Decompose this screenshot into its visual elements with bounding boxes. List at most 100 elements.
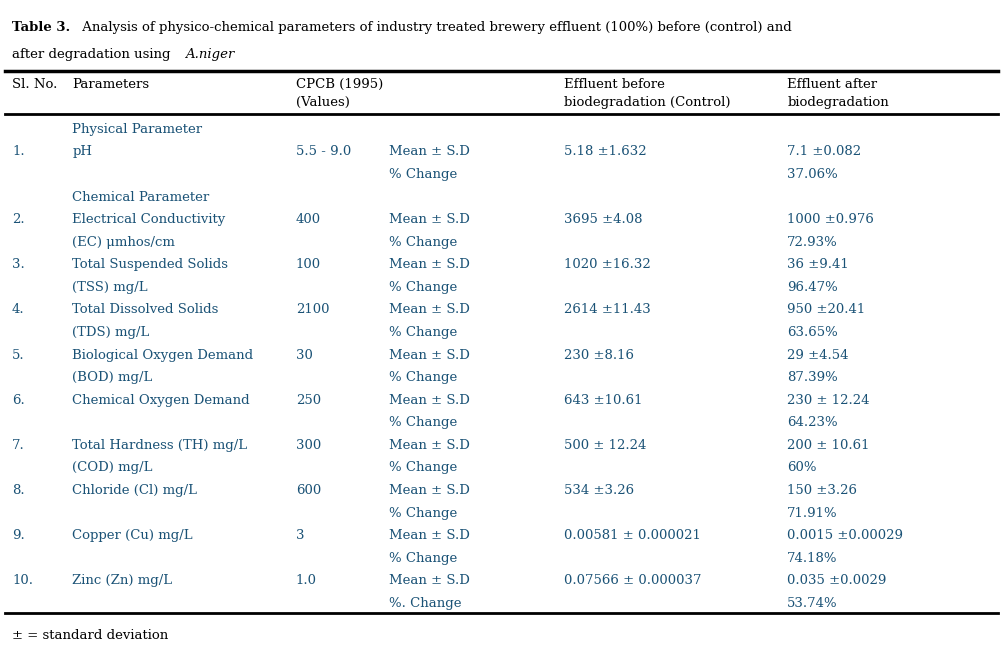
- Text: Total Dissolved Solids: Total Dissolved Solids: [72, 303, 218, 317]
- Text: Effluent before: Effluent before: [563, 78, 664, 92]
- Text: 1.: 1.: [12, 145, 25, 159]
- Text: 8.: 8.: [12, 484, 25, 497]
- Text: 53.74%: 53.74%: [787, 597, 837, 610]
- Text: 96.47%: 96.47%: [787, 281, 838, 294]
- Text: (BOD) mg/L: (BOD) mg/L: [72, 371, 152, 384]
- Text: 500 ± 12.24: 500 ± 12.24: [563, 439, 645, 452]
- Text: (TSS) mg/L: (TSS) mg/L: [72, 281, 147, 294]
- Text: 230 ± 12.24: 230 ± 12.24: [787, 394, 869, 407]
- Text: 9.: 9.: [12, 529, 25, 542]
- Text: %. Change: %. Change: [389, 597, 461, 610]
- Text: Mean ± S.D: Mean ± S.D: [389, 145, 470, 159]
- Text: 1020 ±16.32: 1020 ±16.32: [563, 258, 649, 272]
- Text: 2100: 2100: [296, 303, 329, 317]
- Text: CPCB (1995): CPCB (1995): [296, 78, 383, 92]
- Text: Biological Oxygen Demand: Biological Oxygen Demand: [72, 349, 254, 362]
- Text: 29 ±4.54: 29 ±4.54: [787, 349, 848, 362]
- Text: 0.00581 ± 0.000021: 0.00581 ± 0.000021: [563, 529, 699, 542]
- Text: Chemical Parameter: Chemical Parameter: [72, 191, 209, 204]
- Text: Physical Parameter: Physical Parameter: [72, 123, 202, 136]
- Text: % Change: % Change: [389, 236, 457, 249]
- Text: 600: 600: [296, 484, 321, 497]
- Text: ± = standard deviation: ± = standard deviation: [12, 629, 168, 643]
- Text: 950 ±20.41: 950 ±20.41: [787, 303, 865, 317]
- Text: biodegradation (Control): biodegradation (Control): [563, 96, 729, 110]
- Text: Mean ± S.D: Mean ± S.D: [389, 303, 470, 317]
- Text: 72.93%: 72.93%: [787, 236, 838, 249]
- Text: 4.: 4.: [12, 303, 25, 317]
- Text: 7.: 7.: [12, 439, 25, 452]
- Text: 63.65%: 63.65%: [787, 326, 838, 339]
- Text: 300: 300: [296, 439, 321, 452]
- Text: Copper (Cu) mg/L: Copper (Cu) mg/L: [72, 529, 192, 542]
- Text: Total Hardness (TH) mg/L: Total Hardness (TH) mg/L: [72, 439, 247, 452]
- Text: Mean ± S.D: Mean ± S.D: [389, 574, 470, 588]
- Text: Mean ± S.D: Mean ± S.D: [389, 529, 470, 542]
- Text: % Change: % Change: [389, 168, 457, 181]
- Text: 5.18 ±1.632: 5.18 ±1.632: [563, 145, 645, 159]
- Text: A.niger: A.niger: [184, 48, 233, 61]
- Text: (EC) μmhos/cm: (EC) μmhos/cm: [72, 236, 175, 249]
- Text: 5.: 5.: [12, 349, 25, 362]
- Text: 7.1 ±0.082: 7.1 ±0.082: [787, 145, 861, 159]
- Text: 250: 250: [296, 394, 321, 407]
- Text: Zinc (Zn) mg/L: Zinc (Zn) mg/L: [72, 574, 172, 588]
- Text: after degradation using: after degradation using: [12, 48, 174, 61]
- Text: Parameters: Parameters: [72, 78, 149, 92]
- Text: Mean ± S.D: Mean ± S.D: [389, 484, 470, 497]
- Text: % Change: % Change: [389, 326, 457, 339]
- Text: 30: 30: [296, 349, 313, 362]
- Text: 74.18%: 74.18%: [787, 552, 837, 565]
- Text: Mean ± S.D: Mean ± S.D: [389, 349, 470, 362]
- Text: Chloride (Cl) mg/L: Chloride (Cl) mg/L: [72, 484, 197, 497]
- Text: 400: 400: [296, 213, 321, 226]
- Text: 2614 ±11.43: 2614 ±11.43: [563, 303, 649, 317]
- Text: 0.0015 ±0.00029: 0.0015 ±0.00029: [787, 529, 903, 542]
- Text: % Change: % Change: [389, 371, 457, 384]
- Text: 36 ±9.41: 36 ±9.41: [787, 258, 849, 272]
- Text: 200 ± 10.61: 200 ± 10.61: [787, 439, 869, 452]
- Text: 3.: 3.: [12, 258, 25, 272]
- Text: 0.07566 ± 0.000037: 0.07566 ± 0.000037: [563, 574, 700, 588]
- Text: 10.: 10.: [12, 574, 33, 588]
- Text: % Change: % Change: [389, 461, 457, 475]
- Text: Analysis of physico-chemical parameters of industry treated brewery effluent (10: Analysis of physico-chemical parameters …: [78, 21, 792, 35]
- Text: Mean ± S.D: Mean ± S.D: [389, 394, 470, 407]
- Text: Sl. No.: Sl. No.: [12, 78, 57, 92]
- Text: (Values): (Values): [296, 96, 350, 110]
- Text: 60%: 60%: [787, 461, 816, 475]
- Text: 3695 ±4.08: 3695 ±4.08: [563, 213, 641, 226]
- Text: 534 ±3.26: 534 ±3.26: [563, 484, 633, 497]
- Text: 643 ±10.61: 643 ±10.61: [563, 394, 641, 407]
- Text: 64.23%: 64.23%: [787, 416, 837, 430]
- Text: 1.0: 1.0: [296, 574, 317, 588]
- Text: 2.: 2.: [12, 213, 25, 226]
- Text: Mean ± S.D: Mean ± S.D: [389, 439, 470, 452]
- Text: 3: 3: [296, 529, 304, 542]
- Text: % Change: % Change: [389, 552, 457, 565]
- Text: Table 3.: Table 3.: [12, 21, 70, 35]
- Text: 100: 100: [296, 258, 321, 272]
- Text: 71.91%: 71.91%: [787, 507, 837, 520]
- Text: % Change: % Change: [389, 281, 457, 294]
- Text: (COD) mg/L: (COD) mg/L: [72, 461, 152, 475]
- Text: Total Suspended Solids: Total Suspended Solids: [72, 258, 228, 272]
- Text: 37.06%: 37.06%: [787, 168, 838, 181]
- Text: Chemical Oxygen Demand: Chemical Oxygen Demand: [72, 394, 249, 407]
- Text: % Change: % Change: [389, 416, 457, 430]
- Text: 150 ±3.26: 150 ±3.26: [787, 484, 857, 497]
- Text: % Change: % Change: [389, 507, 457, 520]
- Text: Effluent after: Effluent after: [787, 78, 877, 92]
- Text: 87.39%: 87.39%: [787, 371, 838, 384]
- Text: (TDS) mg/L: (TDS) mg/L: [72, 326, 149, 339]
- Text: Electrical Conductivity: Electrical Conductivity: [72, 213, 225, 226]
- Text: Mean ± S.D: Mean ± S.D: [389, 213, 470, 226]
- Text: 0.035 ±0.0029: 0.035 ±0.0029: [787, 574, 886, 588]
- Text: pH: pH: [72, 145, 92, 159]
- Text: 1000 ±0.976: 1000 ±0.976: [787, 213, 874, 226]
- Text: 230 ±8.16: 230 ±8.16: [563, 349, 633, 362]
- Text: Mean ± S.D: Mean ± S.D: [389, 258, 470, 272]
- Text: 6.: 6.: [12, 394, 25, 407]
- Text: 5.5 - 9.0: 5.5 - 9.0: [296, 145, 351, 159]
- Text: biodegradation: biodegradation: [787, 96, 888, 110]
